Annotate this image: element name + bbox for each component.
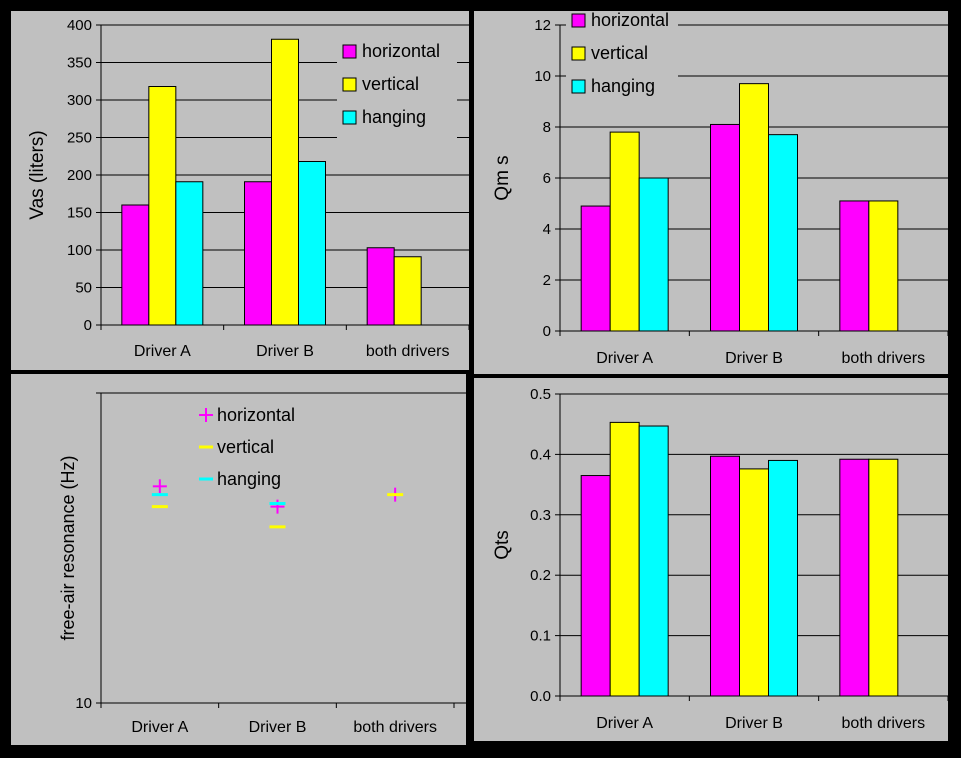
resonance-chart-panel: 10 Driver A Driver B both drivers free-air r… [11, 374, 466, 745]
legend-background [337, 36, 457, 145]
legend-swatch-vertical [571, 46, 586, 61]
bar-vertical-both-drivers [393, 256, 422, 326]
y-tick-label: 0.5 [530, 386, 551, 403]
y-tick-label: 300 [67, 92, 92, 109]
bar-hanging-driver-b [768, 134, 798, 332]
resonance-chart: 10 Driver A Driver B both drivers free-air r… [58, 392, 466, 736]
legend-label-hanging: hanging [217, 469, 281, 489]
bar-vertical-driver-b [271, 38, 299, 326]
y-tick-label: 200 [67, 167, 92, 184]
bar-horizontal-both-drivers [366, 247, 395, 326]
qts-chart: 0.0 0.1 0.2 0.3 0.4 0.5 Driver A Driver B both d… [492, 386, 948, 732]
y-tick-label: 10 [534, 68, 551, 85]
y-tick-label: 250 [67, 130, 92, 147]
x-tick-label: Driver B [725, 350, 783, 367]
x-tick-label: both drivers [842, 715, 926, 732]
legend-label-vertical: vertical [362, 74, 419, 94]
marker-horizontal-driver-b [270, 499, 285, 514]
vas-chart-panel: 0 50 100 150 200 250 300 350 400 Driver A Driver B… [11, 11, 469, 370]
bar-hanging-driver-a [638, 425, 669, 697]
y-tick-label: 10 [75, 695, 92, 712]
y-tick-label: 0.1 [530, 628, 551, 645]
bar-horizontal-driver-b [710, 455, 740, 697]
legend-label-horizontal: horizontal [362, 41, 440, 61]
bar-vertical-driver-b [739, 468, 769, 697]
bar-hanging-driver-b [298, 161, 326, 326]
legend-label-vertical: vertical [217, 437, 274, 457]
qts-chart-panel: 0.0 0.1 0.2 0.3 0.4 0.5 Driver A Driver B both d… [474, 378, 948, 741]
bar-hanging-driver-a [638, 177, 669, 332]
y-tick-label: 8 [543, 119, 551, 136]
y-tick-label: 0.3 [530, 507, 551, 524]
bar-horizontal-driver-b [244, 181, 272, 326]
legend-label-horizontal: horizontal [217, 405, 295, 425]
y-tick-label: 400 [67, 17, 92, 34]
vas-chart: 0 50 100 150 200 250 300 350 400 Driver A Driver B… [27, 17, 469, 360]
x-tick-label: Driver A [596, 350, 653, 367]
x-tick-label: Driver A [134, 343, 191, 360]
bar-horizontal-driver-a [121, 204, 150, 326]
legend-swatch-vertical [342, 77, 357, 92]
legend-marker-horizontal [199, 408, 213, 422]
legend-label-horizontal: horizontal [591, 11, 669, 30]
bar-vertical-both-drivers [868, 458, 899, 697]
y-tick-label: 0.0 [530, 688, 551, 705]
bar-vertical-driver-a [609, 421, 640, 697]
x-tick-label: Driver B [249, 719, 307, 736]
y-tick-label: 50 [75, 280, 92, 297]
qms-chart-panel: 0 2 4 6 8 10 12 Driver A Driver B both drivers Qm … [474, 11, 948, 374]
x-tick-label: both drivers [842, 350, 926, 367]
y-tick-label: 0.2 [530, 567, 551, 584]
y-tick-label: 350 [67, 55, 92, 72]
legend-label-vertical: vertical [591, 43, 648, 63]
y-tick-label: 100 [67, 242, 92, 259]
legend-swatch-hanging [571, 79, 586, 94]
y-tick-label: 4 [543, 221, 551, 238]
y-tick-label: 0.4 [530, 446, 551, 463]
x-tick-label: both drivers [353, 719, 437, 736]
bar-horizontal-driver-b [710, 123, 740, 332]
bar-horizontal-both-drivers [839, 458, 870, 697]
legend-background [566, 11, 678, 114]
legend-swatch-hanging [342, 110, 357, 125]
bar-hanging-driver-b [768, 459, 798, 697]
x-tick-label: Driver A [596, 715, 653, 732]
legend-swatch-horizontal [342, 44, 357, 59]
y-tick-label: 2 [543, 272, 551, 289]
bar-horizontal-driver-a [580, 205, 611, 332]
x-tick-label: both drivers [366, 343, 450, 360]
x-tick-label: Driver B [256, 343, 314, 360]
bar-horizontal-both-drivers [839, 200, 870, 332]
marker-horizontal-driver-a [152, 479, 167, 494]
y-axis-label: Vas (liters) [27, 130, 48, 219]
y-tick-label: 6 [543, 170, 551, 187]
y-tick-label: 0 [543, 323, 551, 340]
qms-chart: 0 2 4 6 8 10 12 Driver A Driver B both drivers Qm … [492, 11, 948, 367]
y-axis-label: Qm s [492, 155, 513, 200]
bar-vertical-driver-b [739, 83, 769, 332]
y-axis-label: free-air resonance (Hz) [58, 455, 78, 640]
legend-label-hanging: hanging [591, 76, 655, 96]
y-tick-label: 12 [534, 17, 551, 34]
x-tick-label: Driver B [725, 715, 783, 732]
y-tick-label: 0 [84, 317, 92, 334]
bar-vertical-driver-a [148, 86, 177, 326]
legend-swatch-horizontal [571, 13, 586, 28]
x-tick-label: Driver A [131, 719, 188, 736]
bar-vertical-driver-a [609, 131, 640, 332]
bar-horizontal-driver-a [580, 475, 611, 697]
y-tick-label: 150 [67, 205, 92, 222]
bar-vertical-both-drivers [868, 200, 899, 332]
legend-label-hanging: hanging [362, 107, 426, 127]
y-axis-label: Qts [492, 530, 513, 560]
bar-hanging-driver-a [175, 181, 204, 326]
